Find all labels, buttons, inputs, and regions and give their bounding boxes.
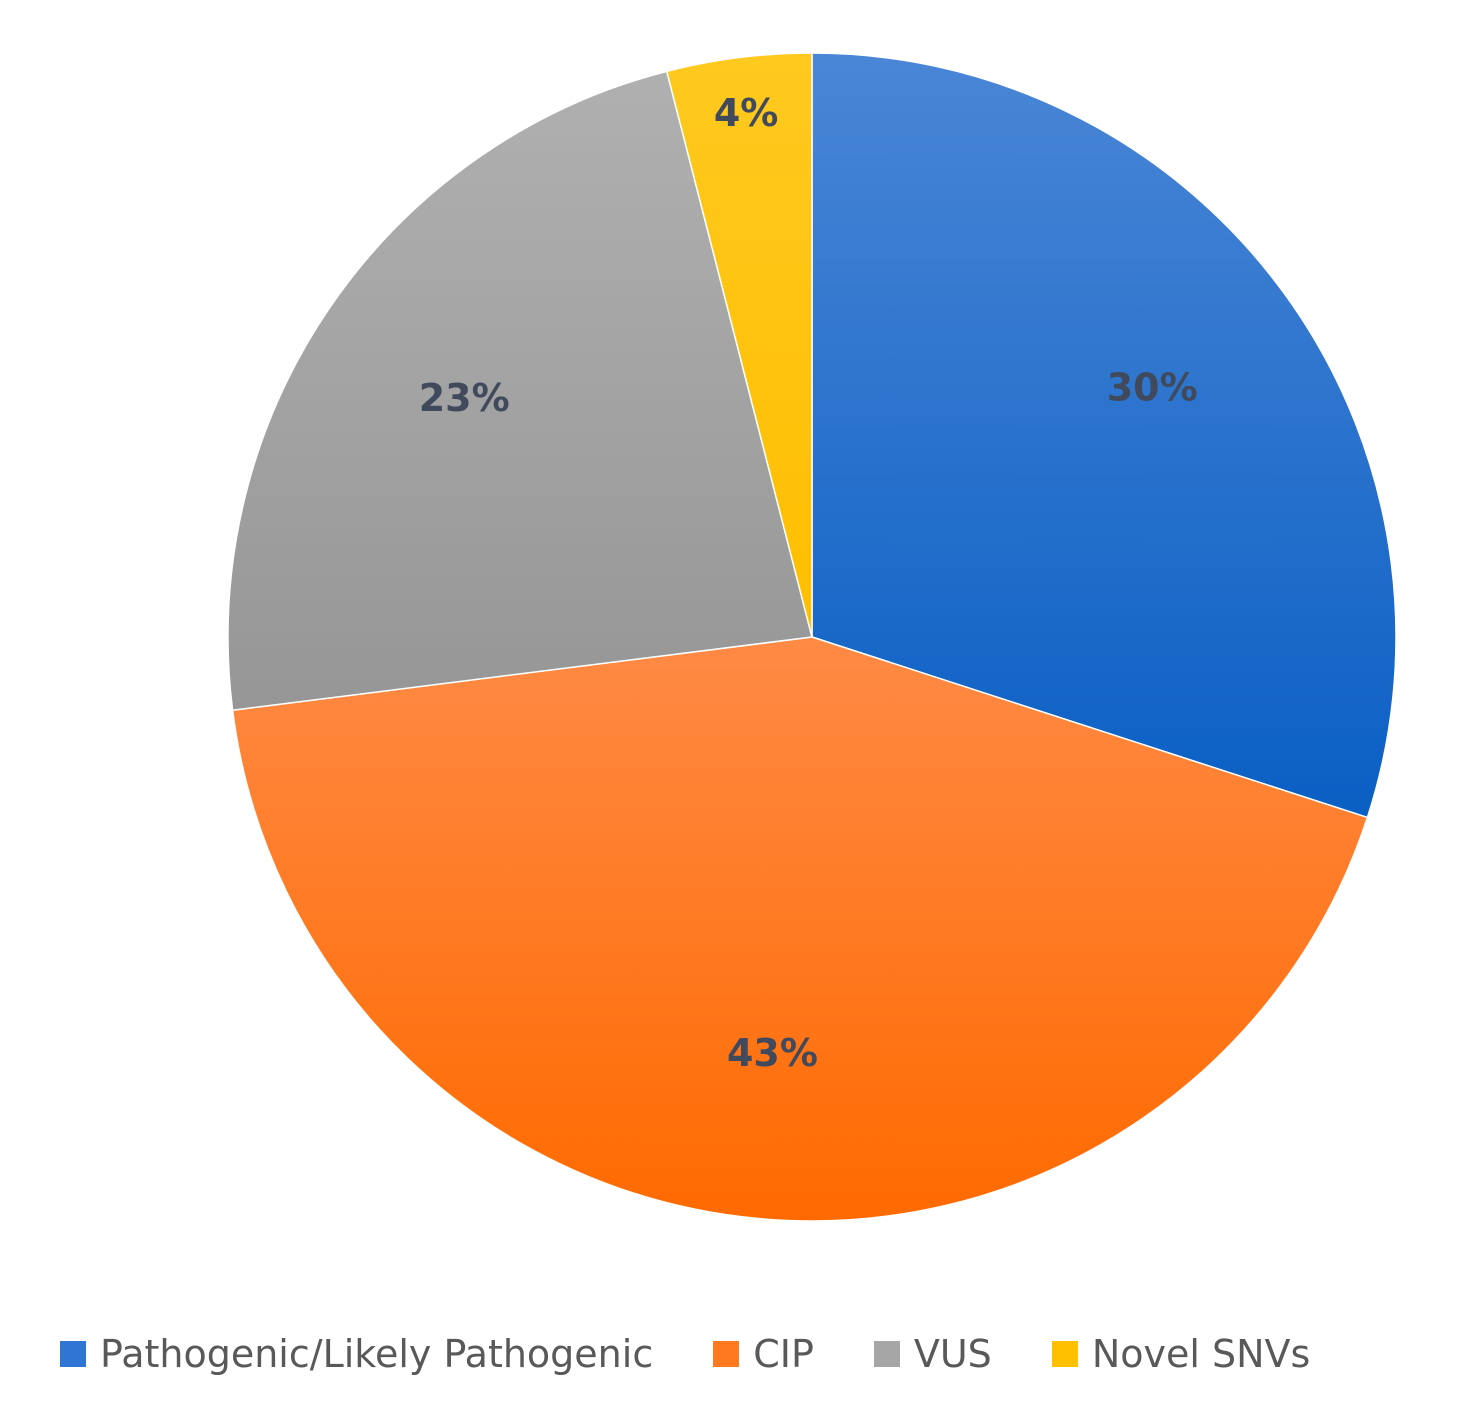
legend-label: Pathogenic/Likely Pathogenic: [100, 1332, 654, 1376]
pie-slice-pathogenic-likely-pathogenic: [811, 52, 1397, 819]
pie-slice-vus: [227, 70, 813, 712]
legend-swatch: [60, 1341, 86, 1367]
legend-item-cip: CIP: [713, 1332, 814, 1376]
pie-slices: [227, 52, 1397, 1222]
pie-slice-novel-snvs: [665, 52, 813, 638]
legend-label: VUS: [913, 1332, 992, 1376]
legend-label: CIP: [753, 1332, 814, 1376]
legend-swatch: [713, 1341, 740, 1367]
chart-legend: Pathogenic/Likely Pathogenic CIP VUS Novel …: [60, 1326, 1310, 1382]
legend-item-pathogenic-likely-pathogenic: Pathogenic/Likely Pathogenic: [60, 1332, 653, 1376]
pie-slice-cip: [231, 636, 1369, 1222]
slice-label-cip: 43%: [727, 1031, 818, 1075]
legend-swatch: [1051, 1341, 1078, 1367]
legend-swatch: [873, 1341, 900, 1367]
legend-label: Novel SNVs: [1091, 1332, 1311, 1376]
slice-label-vus: 23%: [419, 376, 510, 420]
slice-labels: 30% 43% 23% 4%: [419, 91, 1198, 1075]
slice-label-novel-snvs: 4%: [714, 91, 779, 135]
legend-item-vus: VUS: [873, 1332, 992, 1376]
legend-item-novel-snvs: Novel SNVs: [1051, 1332, 1311, 1376]
slice-label-pathogenic-likely-pathogenic: 30%: [1107, 365, 1198, 409]
